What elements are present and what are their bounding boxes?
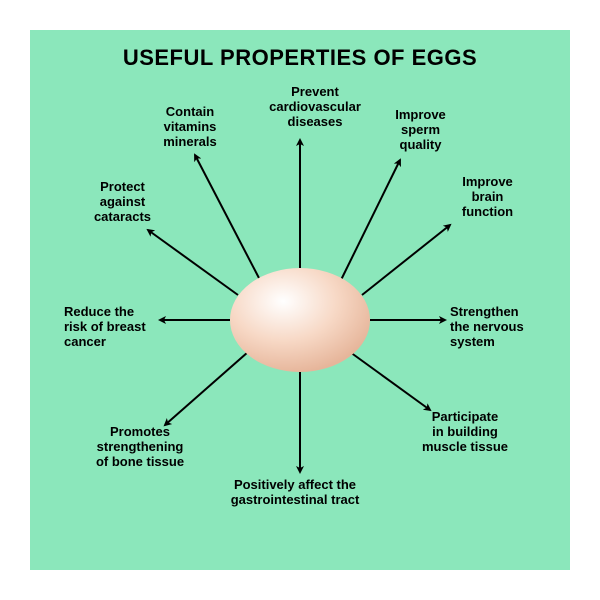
label-cardio: Preventcardiovasculardiseases — [260, 85, 370, 130]
label-breast: Reduce therisk of breastcancer — [64, 305, 164, 350]
arrow-sperm — [340, 160, 400, 282]
arrow-muscle — [350, 352, 430, 410]
label-nervous: Strengthenthe nervoussystem — [450, 305, 545, 350]
label-gi: Positively affect thegastrointestinal tr… — [205, 478, 385, 508]
arrow-bone — [165, 352, 248, 425]
label-brain: Improvebrainfunction — [445, 175, 530, 220]
label-vitamins: Containvitaminsminerals — [145, 105, 235, 150]
arrow-vitamins — [195, 155, 260, 280]
arrow-brain — [362, 225, 450, 295]
label-muscle: Participatein buildingmuscle tissue — [410, 410, 520, 455]
infographic-canvas: USEFUL PROPERTIES OF EGGS Preventcardiov… — [30, 30, 570, 570]
label-cataract: Protectagainstcataracts — [80, 180, 165, 225]
arrow-cataract — [148, 230, 238, 295]
egg-icon — [230, 268, 370, 372]
label-bone: Promotesstrengtheningof bone tissue — [85, 425, 195, 470]
page-title: USEFUL PROPERTIES OF EGGS — [30, 45, 570, 71]
label-sperm: Improvespermquality — [378, 108, 463, 153]
